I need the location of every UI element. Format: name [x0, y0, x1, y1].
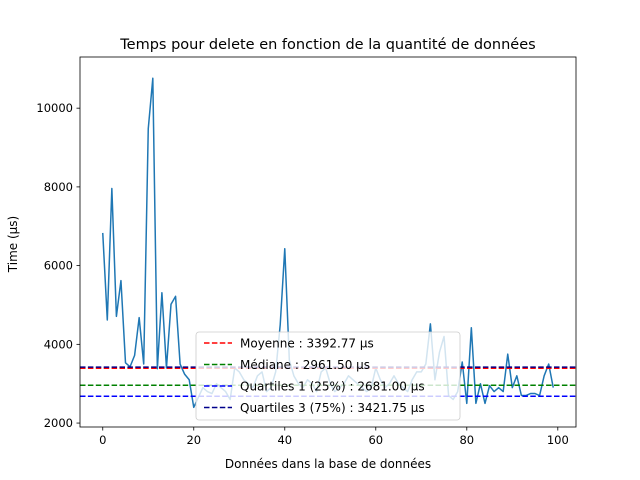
x-axis-label: Données dans la base de données — [225, 457, 431, 471]
legend-box — [195, 331, 461, 421]
y-tick-label: 10000 — [36, 101, 73, 115]
y-axis-label: Time (µs) — [6, 216, 20, 273]
x-tick-label: 40 — [277, 433, 292, 447]
y-tick-label: 4000 — [44, 337, 73, 351]
x-tick-label: 100 — [547, 433, 569, 447]
chart-title: Temps pour delete en fonction de la quan… — [119, 37, 535, 53]
plot-area: 0 20 40 60 80 100 2000 4000 6000 8000 10000 Moyenne… — [36, 56, 577, 447]
legend-entry: Quartiles 1 (25%) : 2681.00 µs — [240, 380, 425, 394]
y-tick-label: 6000 — [44, 259, 73, 273]
x-tick-label: 20 — [186, 433, 201, 447]
legend-entry: Médiane : 2961.50 µs — [240, 358, 370, 372]
x-tick-label: 80 — [459, 433, 474, 447]
x-tick-label: 60 — [368, 433, 383, 447]
legend-entry: Quartiles 3 (75%) : 3421.75 µs — [240, 401, 425, 415]
legend-entry: Moyenne : 3392.77 µs — [240, 337, 374, 351]
y-tick-label: 8000 — [44, 180, 73, 194]
y-tick-label: 2000 — [44, 416, 73, 430]
axes-frame — [79, 56, 577, 428]
x-tick-label: 0 — [99, 433, 106, 447]
